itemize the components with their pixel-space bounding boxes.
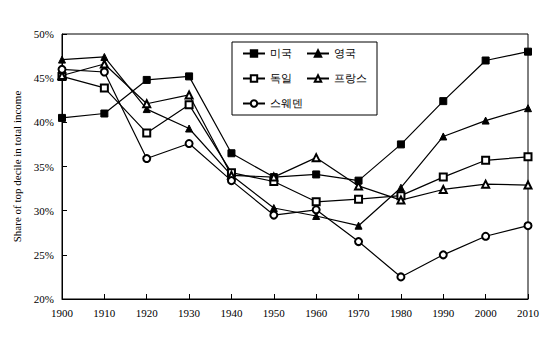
svg-text:40%: 40% (34, 116, 54, 128)
svg-text:1940: 1940 (220, 307, 243, 319)
svg-text:영국: 영국 (334, 47, 356, 60)
svg-text:2000: 2000 (475, 307, 498, 319)
svg-text:45%: 45% (34, 72, 54, 84)
svg-text:1950: 1950 (263, 307, 286, 319)
svg-text:20%: 20% (34, 293, 54, 305)
svg-text:1910: 1910 (93, 307, 116, 319)
svg-text:스웨덴: 스웨덴 (270, 97, 303, 110)
svg-text:1920: 1920 (136, 307, 159, 319)
svg-text:1990: 1990 (432, 307, 455, 319)
svg-text:미국: 미국 (270, 47, 292, 60)
svg-text:프랑스: 프랑스 (334, 72, 367, 85)
svg-text:2010: 2010 (517, 307, 540, 319)
svg-text:50%: 50% (34, 28, 54, 40)
svg-text:Share of top decile in total i: Share of top decile in total income (11, 91, 23, 243)
svg-text:1900: 1900 (51, 307, 74, 319)
svg-text:1930: 1930 (178, 307, 201, 319)
svg-text:독일: 독일 (270, 72, 292, 85)
svg-text:1960: 1960 (305, 307, 328, 319)
svg-text:30%: 30% (34, 205, 54, 217)
svg-text:1980: 1980 (390, 307, 413, 319)
svg-text:35%: 35% (34, 161, 54, 173)
svg-text:1970: 1970 (348, 307, 371, 319)
svg-text:25%: 25% (34, 249, 54, 261)
